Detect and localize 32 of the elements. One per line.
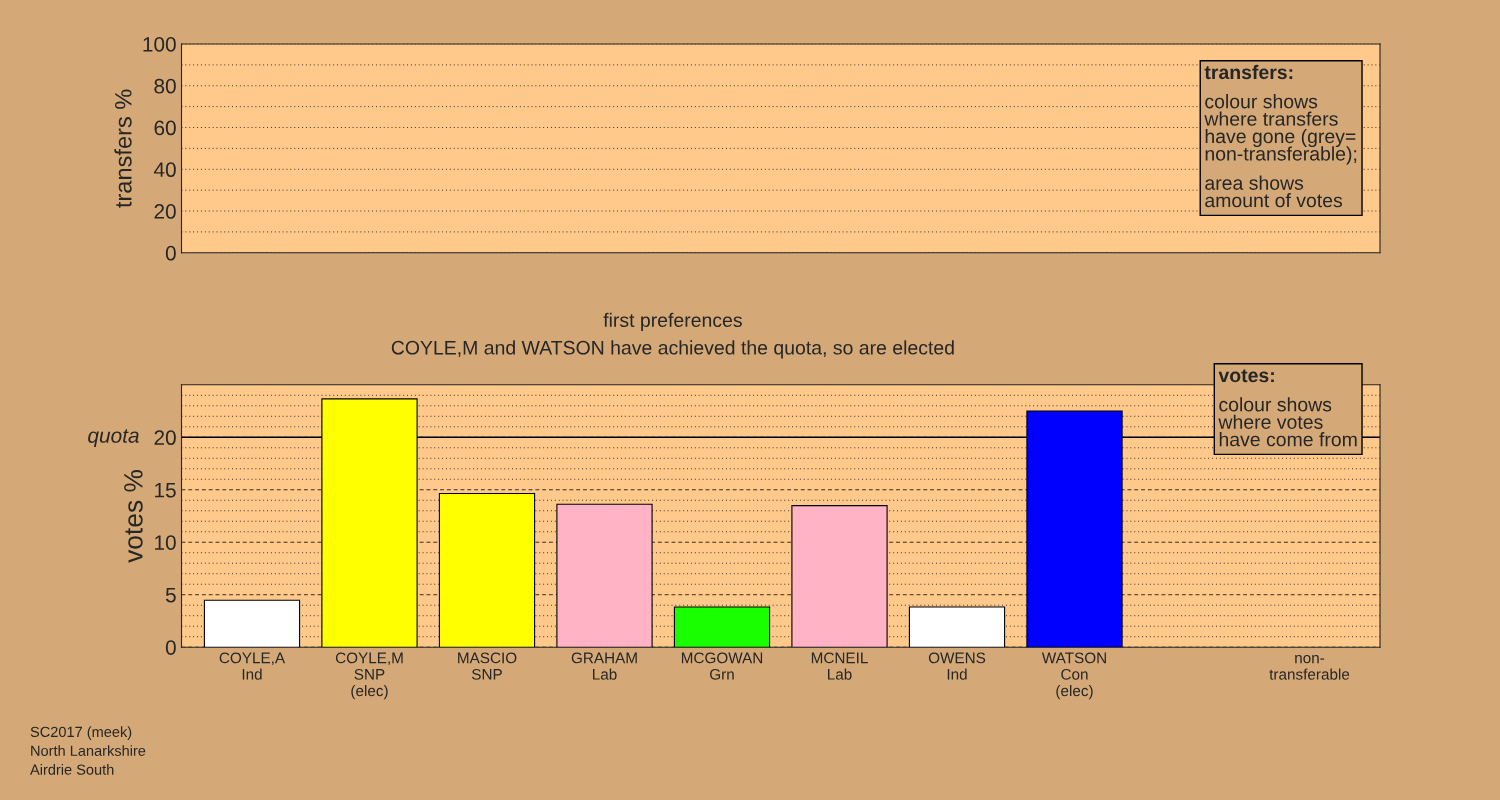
annotation: colour shows where transfers have gone (grey= non-transferable); — [1204, 94, 1357, 165]
x-tick-label: MCGOWAN Grn — [681, 652, 763, 680]
annotation: colour shows where votes have come from — [1218, 397, 1357, 447]
y-tick-label: 15 — [155, 482, 176, 498]
chart-subtitle: COYLE,M and WATSON have achieved the quota, so are elected — [391, 340, 954, 359]
y-tick-label: 5 — [165, 587, 176, 603]
text: SC2017 (meek) North Lanarkshire Airdrie South — [30, 726, 146, 775]
bar — [203, 599, 301, 648]
y-tick-label: 10 — [155, 535, 176, 550]
chart-title: first preferences — [603, 312, 742, 331]
x-tick-label: COYLE,A Ind — [219, 652, 286, 680]
x-tick-label: GRAHAM Lab — [571, 652, 637, 680]
annotation: area shows amount of votes — [1205, 175, 1343, 208]
x-tick-label: MCNEIL Lab — [811, 652, 868, 680]
annotation: transfers: — [1204, 64, 1293, 80]
x-tick-label: OWENS Ind — [928, 652, 986, 680]
x-tick-label: MASCIO SNP — [458, 652, 517, 680]
y-axis-title: transfers % — [114, 89, 132, 208]
y-tick-label: 0 — [165, 245, 176, 261]
y-tick-label: 0 — [165, 640, 176, 655]
y-tick-label: 20 — [154, 430, 176, 446]
x-tick-label: WATSON Con (elec) — [1041, 652, 1106, 700]
x-tick-label: non- transferable — [1269, 654, 1350, 680]
y-axis-title: votes % — [124, 470, 143, 563]
x-tick-label: COYLE,M SNP (elec) — [335, 652, 403, 700]
y-tick-label: 80 — [154, 78, 176, 94]
y-tick-label: 100 — [143, 37, 176, 52]
y-tick-label: 20 — [154, 204, 176, 219]
text: votes: — [1218, 369, 1274, 383]
y-tick-label: 40 — [153, 162, 176, 178]
ref-line-label: quota — [88, 429, 139, 447]
y-tick-label: 60 — [154, 120, 176, 136]
